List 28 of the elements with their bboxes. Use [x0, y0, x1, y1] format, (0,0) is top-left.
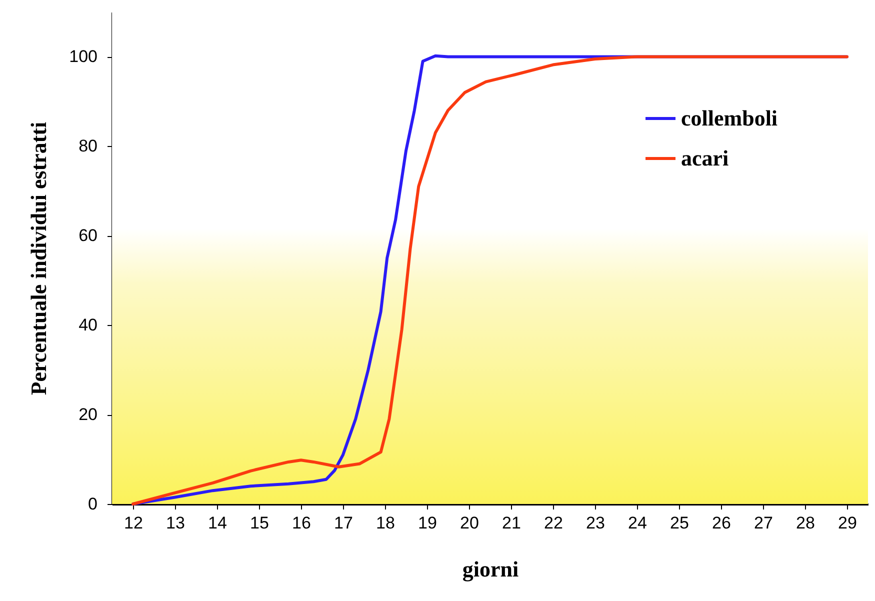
- x-tick-label: 15: [250, 514, 269, 532]
- x-tick-label: 14: [208, 514, 227, 532]
- x-tick-label: 17: [334, 514, 353, 532]
- x-axis-title: giorni: [462, 556, 519, 582]
- x-tick-label: 23: [586, 514, 605, 532]
- y-tick-label: 40: [78, 316, 98, 335]
- legend-label: collemboli: [681, 106, 778, 130]
- x-tick-label: 24: [628, 514, 647, 532]
- x-tick-label: 29: [838, 514, 857, 532]
- x-tick-label: 20: [460, 514, 479, 532]
- x-tick-label: 18: [376, 514, 395, 532]
- legend-label: acari: [681, 146, 729, 170]
- y-tick-label: 80: [78, 136, 98, 156]
- x-tick-label: 13: [166, 514, 185, 532]
- x-tick-label: 27: [754, 514, 773, 532]
- y-tick-label: 100: [69, 47, 98, 66]
- x-tick-label: 25: [670, 514, 689, 532]
- x-tick-label: 26: [712, 514, 731, 532]
- x-tick-label: 12: [124, 514, 143, 532]
- y-axis-title: Percentuale individui estratti: [26, 122, 52, 396]
- x-tick-label: 21: [502, 514, 521, 532]
- y-tick-label: 60: [78, 226, 98, 246]
- y-tick-label: 20: [78, 405, 98, 424]
- x-tick-label: 22: [544, 514, 563, 532]
- x-tick-label: 28: [796, 514, 815, 532]
- x-tick-label: 16: [292, 514, 311, 532]
- y-tick-label: 0: [88, 494, 98, 514]
- x-tick-label: 19: [418, 514, 437, 532]
